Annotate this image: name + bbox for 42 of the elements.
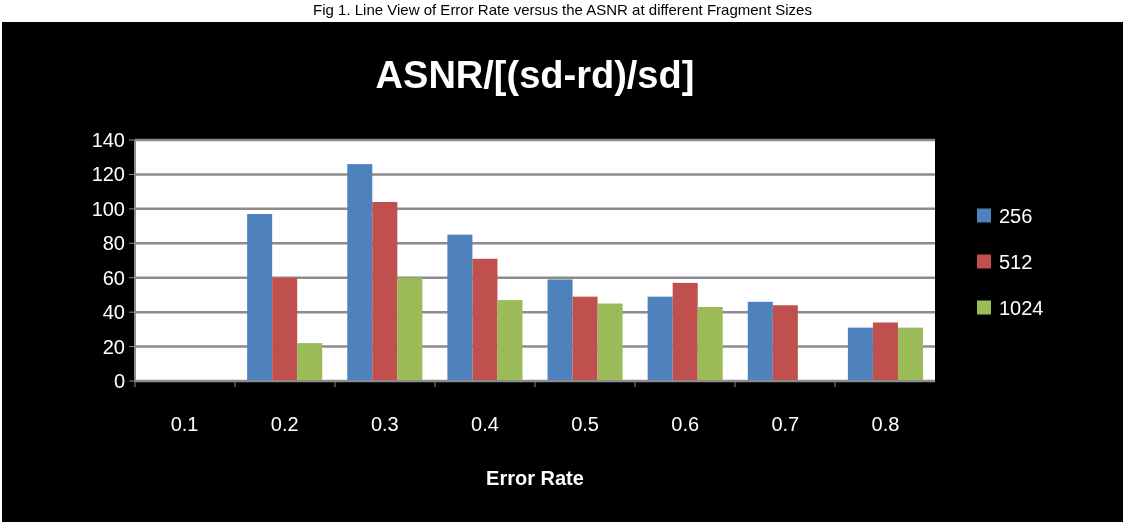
x-tick-label: 0.1 xyxy=(170,413,199,435)
bar xyxy=(247,214,273,381)
bar xyxy=(347,164,373,381)
y-tick-label: 60 xyxy=(102,266,125,289)
bar xyxy=(872,322,898,381)
y-tick-label: 140 xyxy=(91,129,125,151)
bar xyxy=(597,303,623,381)
bar xyxy=(647,296,673,381)
x-tick-label: 0.7 xyxy=(771,413,800,435)
bar xyxy=(747,301,773,381)
bar xyxy=(572,296,598,381)
legend-label: 1024 xyxy=(999,296,1044,319)
bar xyxy=(472,258,498,381)
y-tick-label: 0 xyxy=(113,370,125,392)
x-tick-label: 0.4 xyxy=(471,413,499,435)
x-tick-label: 0.6 xyxy=(671,413,700,435)
bar xyxy=(697,306,723,381)
bar xyxy=(497,300,523,381)
legend-label: 512 xyxy=(999,250,1033,273)
chart-title: ASNR/[(sd-rd)/sd] xyxy=(375,54,695,96)
y-tick-label: 120 xyxy=(91,163,125,186)
bar xyxy=(272,277,298,381)
x-tick-label: 0.5 xyxy=(571,413,599,435)
y-tick-label: 40 xyxy=(102,301,125,324)
y-tick-label: 80 xyxy=(102,232,125,255)
bar xyxy=(372,201,398,381)
bar xyxy=(447,234,473,381)
x-tick-label: 0.2 xyxy=(270,413,299,435)
bar xyxy=(847,327,873,381)
x-tick-label: 0.8 xyxy=(871,413,900,435)
bar xyxy=(772,305,798,381)
bar xyxy=(297,343,323,381)
bar xyxy=(397,277,423,381)
bar xyxy=(672,282,698,381)
x-tick-label: 0.3 xyxy=(370,413,399,435)
bar xyxy=(897,327,923,381)
y-tick-label: 20 xyxy=(102,335,125,358)
caption: Fig 1. Line View of Error Rate versus the ASNR at different Fragment Sizes xyxy=(313,1,812,18)
x-axis-title: Error Rate xyxy=(486,467,584,489)
y-tick-label: 100 xyxy=(91,197,125,220)
legend-label: 256 xyxy=(999,204,1033,227)
bar xyxy=(547,279,573,381)
